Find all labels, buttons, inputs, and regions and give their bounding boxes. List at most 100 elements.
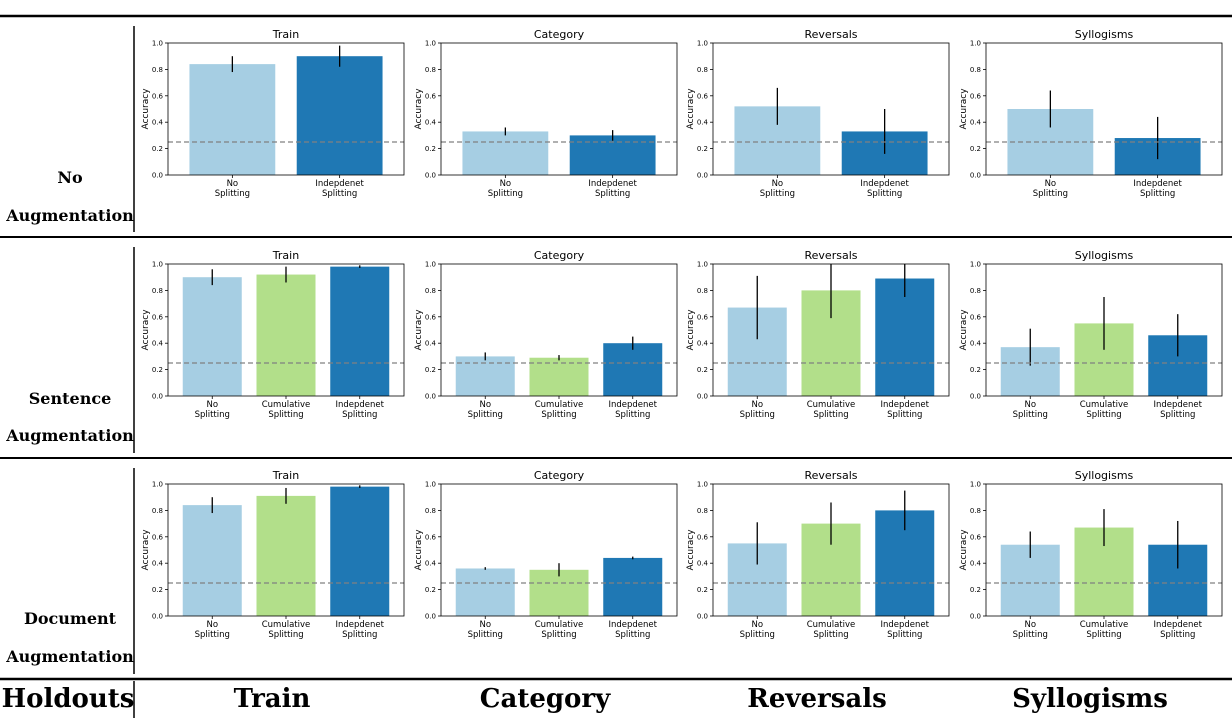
x-tick-label: Splitting bbox=[1086, 410, 1121, 420]
y-tick-label: 0.2 bbox=[970, 366, 981, 374]
y-tick-label: 0.8 bbox=[697, 287, 708, 295]
plot-frame bbox=[440, 263, 678, 397]
y-tick-label: 0.8 bbox=[697, 66, 708, 74]
x-tick-label: Indepdenet bbox=[336, 620, 385, 630]
footer-column-label: Syllogisms bbox=[1012, 684, 1168, 714]
y-tick-label: 1.0 bbox=[152, 261, 163, 269]
y-axis-label: Accuracy bbox=[141, 88, 151, 130]
bar-chart-panel: CategoryAccuracy0.00.20.40.60.81.0NoSpli… bbox=[414, 469, 678, 640]
x-tick-label: No bbox=[500, 179, 512, 189]
y-tick-label: 0.8 bbox=[970, 66, 981, 74]
y-axis-label: Accuracy bbox=[686, 88, 696, 130]
x-tick-label: Splitting bbox=[195, 410, 230, 420]
x-tick-label: Splitting bbox=[268, 410, 303, 420]
x-tick-label: Cumulative bbox=[535, 620, 584, 630]
y-axis-label: Accuracy bbox=[686, 529, 696, 571]
y-tick-label: 0.6 bbox=[425, 313, 437, 321]
x-tick-label: Cumulative bbox=[535, 400, 584, 410]
x-tick-label: Splitting bbox=[867, 189, 902, 199]
x-tick-label: Splitting bbox=[1086, 630, 1121, 640]
y-tick-label: 0.6 bbox=[425, 92, 437, 100]
y-tick-label: 1.0 bbox=[697, 40, 708, 48]
bar bbox=[256, 495, 316, 616]
x-tick-label: Cumulative bbox=[1080, 620, 1129, 630]
y-tick-label: 0.2 bbox=[152, 145, 163, 153]
x-tick-label: Splitting bbox=[740, 410, 775, 420]
plot-frame bbox=[167, 263, 405, 397]
bar bbox=[296, 56, 383, 176]
chart-title: Train bbox=[272, 469, 299, 482]
y-tick-label: 1.0 bbox=[697, 481, 708, 489]
x-tick-label: Splitting bbox=[342, 410, 377, 420]
bar-chart-panel: ReversalsAccuracy0.00.20.40.60.81.0NoSpl… bbox=[686, 249, 950, 420]
x-tick-label: No bbox=[1024, 400, 1036, 410]
bar-chart-panel: SyllogismsAccuracy0.00.20.40.60.81.0NoSp… bbox=[959, 28, 1223, 199]
plot-frame bbox=[440, 42, 678, 176]
bar bbox=[330, 486, 390, 616]
x-tick-label: Splitting bbox=[541, 630, 576, 640]
y-tick-label: 0.4 bbox=[152, 560, 164, 568]
y-tick-label: 1.0 bbox=[970, 261, 981, 269]
y-tick-label: 0.0 bbox=[970, 393, 981, 401]
chart-title: Reversals bbox=[805, 469, 858, 482]
bar bbox=[529, 569, 589, 616]
y-tick-label: 0.2 bbox=[152, 366, 163, 374]
x-tick-label: Splitting bbox=[342, 630, 377, 640]
y-tick-label: 0.8 bbox=[152, 287, 163, 295]
footer-column-label: Train bbox=[234, 684, 311, 714]
x-tick-label: Splitting bbox=[488, 189, 523, 199]
chart-title: Syllogisms bbox=[1075, 28, 1134, 41]
y-axis-label: Accuracy bbox=[414, 309, 424, 351]
x-tick-label: Splitting bbox=[740, 630, 775, 640]
x-tick-label: Splitting bbox=[1033, 189, 1068, 199]
y-tick-label: 0.8 bbox=[152, 66, 163, 74]
y-tick-label: 0.4 bbox=[697, 119, 709, 127]
x-tick-label: Cumulative bbox=[262, 620, 311, 630]
x-tick-label: Indepdenet bbox=[1133, 179, 1182, 189]
x-tick-label: Splitting bbox=[813, 410, 848, 420]
x-tick-label: Indepdenet bbox=[881, 400, 930, 410]
chart-title: Train bbox=[272, 249, 299, 262]
chart-title: Reversals bbox=[805, 249, 858, 262]
y-tick-label: 1.0 bbox=[425, 261, 436, 269]
x-tick-label: Splitting bbox=[595, 189, 630, 199]
x-tick-label: No bbox=[206, 620, 218, 630]
y-tick-label: 0.4 bbox=[425, 119, 437, 127]
x-tick-label: Indepdenet bbox=[609, 400, 658, 410]
y-tick-label: 1.0 bbox=[425, 40, 436, 48]
y-tick-label: 0.6 bbox=[152, 533, 164, 541]
y-tick-label: 0.4 bbox=[425, 560, 437, 568]
x-tick-label: Splitting bbox=[887, 410, 922, 420]
y-tick-label: 0.8 bbox=[425, 66, 436, 74]
bar bbox=[603, 557, 663, 616]
y-tick-label: 1.0 bbox=[152, 481, 163, 489]
footer-column-label: Reversals bbox=[747, 684, 887, 714]
y-tick-label: 0.2 bbox=[697, 586, 708, 594]
y-tick-label: 0.6 bbox=[152, 92, 164, 100]
y-tick-label: 0.0 bbox=[697, 613, 708, 621]
bar bbox=[455, 356, 515, 396]
x-tick-label: Splitting bbox=[541, 410, 576, 420]
y-axis-label: Accuracy bbox=[959, 88, 969, 130]
x-tick-label: No bbox=[751, 400, 763, 410]
y-tick-label: 0.8 bbox=[425, 287, 436, 295]
y-tick-label: 1.0 bbox=[425, 481, 436, 489]
x-tick-label: Splitting bbox=[322, 189, 357, 199]
row-label-line: Augmentation bbox=[5, 206, 134, 225]
x-tick-label: Indepdenet bbox=[588, 179, 637, 189]
x-tick-label: No bbox=[1045, 179, 1057, 189]
y-tick-label: 0.6 bbox=[970, 313, 982, 321]
y-tick-label: 0.0 bbox=[970, 613, 981, 621]
plot-frame bbox=[712, 483, 950, 617]
y-tick-label: 0.4 bbox=[425, 340, 437, 348]
bar bbox=[256, 274, 316, 396]
y-tick-label: 0.0 bbox=[425, 613, 436, 621]
x-tick-label: Splitting bbox=[195, 630, 230, 640]
plot-frame bbox=[985, 263, 1223, 397]
y-axis-label: Accuracy bbox=[414, 529, 424, 571]
y-tick-label: 0.4 bbox=[970, 560, 982, 568]
y-tick-label: 1.0 bbox=[970, 40, 981, 48]
x-tick-label: Splitting bbox=[1013, 410, 1048, 420]
y-axis-label: Accuracy bbox=[686, 309, 696, 351]
y-axis-label: Accuracy bbox=[141, 529, 151, 571]
